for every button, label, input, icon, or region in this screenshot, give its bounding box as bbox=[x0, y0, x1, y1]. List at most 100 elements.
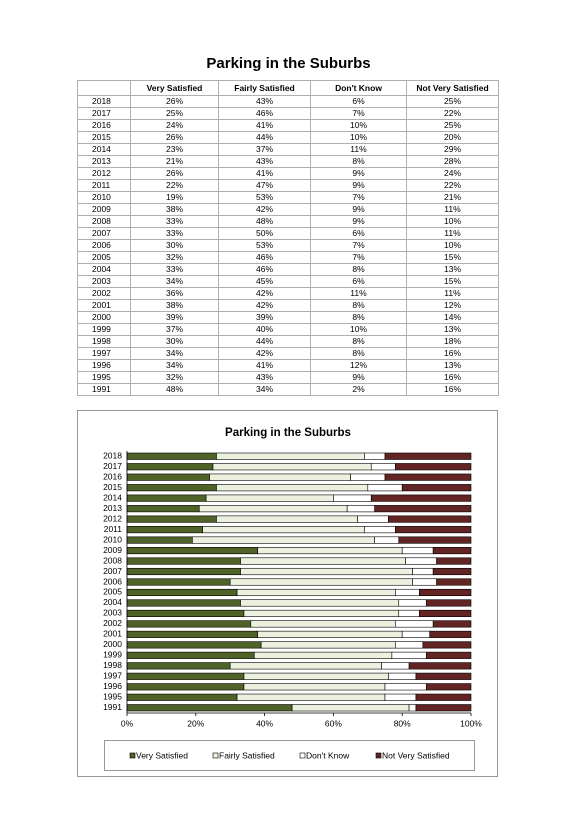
bar-segment bbox=[436, 578, 472, 586]
bar-segment bbox=[367, 484, 403, 492]
value-cell: 48% bbox=[130, 383, 219, 396]
value-cell: 22% bbox=[406, 107, 499, 120]
value-cell: 30% bbox=[130, 335, 219, 348]
document-title: Parking in the Suburbs bbox=[206, 55, 371, 72]
bar-segment bbox=[257, 547, 403, 555]
y-tick-label: 2005 bbox=[103, 587, 122, 597]
bar-segment bbox=[408, 662, 472, 670]
table-row: 2012 26% 41% 9% 24% bbox=[77, 167, 499, 180]
bar-segment bbox=[291, 704, 410, 712]
bar-segment bbox=[243, 672, 389, 680]
bar-segment bbox=[126, 547, 259, 555]
bar-segment bbox=[253, 651, 393, 659]
bar-segment bbox=[384, 683, 427, 691]
bar-segment bbox=[126, 683, 245, 691]
value-cell: 11% bbox=[406, 287, 499, 300]
year-cell: 2007 bbox=[77, 227, 131, 240]
y-tick-label: 2001 bbox=[103, 629, 122, 639]
table-row: 2002 36% 42% 11% 11% bbox=[77, 287, 499, 300]
y-tick-label: 1997 bbox=[103, 671, 122, 681]
value-cell: 28% bbox=[406, 155, 499, 168]
value-cell: 13% bbox=[406, 359, 499, 372]
bar-segment bbox=[202, 526, 365, 534]
y-tick-label: 2008 bbox=[103, 555, 122, 565]
value-cell: 25% bbox=[406, 119, 499, 132]
bar-segment bbox=[126, 641, 262, 649]
table-row: 2007 33% 50% 6% 11% bbox=[77, 227, 499, 240]
bar-segment bbox=[432, 620, 472, 628]
header-row: Very Satisfied Fairly Satisfied Don't Know… bbox=[77, 80, 499, 96]
y-tick-label: 1995 bbox=[103, 692, 122, 702]
value-cell: 13% bbox=[406, 323, 499, 336]
value-cell: 42% bbox=[218, 299, 311, 312]
value-cell: 41% bbox=[218, 359, 311, 372]
value-cell: 20% bbox=[406, 131, 499, 144]
y-tick-label: 2017 bbox=[103, 461, 122, 471]
value-cell: 15% bbox=[406, 251, 499, 264]
bar-segment bbox=[429, 630, 472, 638]
value-cell: 16% bbox=[406, 383, 499, 396]
value-cell: 37% bbox=[130, 323, 219, 336]
bar-segment bbox=[257, 630, 403, 638]
value-cell: 11% bbox=[310, 287, 407, 300]
value-cell: 33% bbox=[130, 215, 219, 228]
table-row: 2013 21% 43% 8% 28% bbox=[77, 155, 499, 168]
y-tick-label: 2014 bbox=[103, 492, 122, 502]
year-cell: 2001 bbox=[77, 299, 131, 312]
value-cell: 6% bbox=[310, 227, 407, 240]
value-cell: 14% bbox=[406, 311, 499, 324]
bar-segment bbox=[422, 641, 472, 649]
chart: Parking in the Suburbs 20182017201620152… bbox=[77, 410, 498, 777]
bar-segment bbox=[425, 651, 472, 659]
bar-segment bbox=[126, 662, 231, 670]
y-tick-label: 2015 bbox=[103, 482, 122, 492]
year-cell: 2018 bbox=[77, 95, 131, 108]
bar-segment bbox=[212, 463, 372, 471]
value-cell: 2% bbox=[310, 383, 407, 396]
legend-swatch bbox=[212, 752, 219, 759]
bar-segment bbox=[432, 547, 472, 555]
bar-segment bbox=[398, 536, 472, 544]
bar-segment bbox=[401, 484, 472, 492]
bar-segment bbox=[333, 494, 372, 502]
bar-segment bbox=[384, 693, 417, 701]
table-row: 2009 38% 42% 9% 11% bbox=[77, 203, 499, 216]
value-cell: 13% bbox=[406, 263, 499, 276]
bar-segment bbox=[419, 588, 472, 597]
bar-segment bbox=[243, 683, 386, 691]
year-cell: 2008 bbox=[77, 215, 131, 228]
value-cell: 21% bbox=[130, 155, 219, 168]
value-cell: 32% bbox=[130, 371, 219, 384]
value-cell: 22% bbox=[130, 179, 219, 192]
x-tick-label: 60% bbox=[325, 718, 342, 728]
value-cell: 8% bbox=[310, 299, 407, 312]
year-cell: 1998 bbox=[77, 335, 131, 348]
bar-segment bbox=[216, 484, 369, 492]
year-cell: 1996 bbox=[77, 359, 131, 372]
value-cell: 11% bbox=[406, 227, 499, 240]
header-cell: Not Very Satisfied bbox=[406, 80, 499, 96]
value-cell: 42% bbox=[218, 203, 311, 216]
table-row: 2000 39% 39% 8% 14% bbox=[77, 311, 499, 324]
y-tick-label: 2007 bbox=[103, 566, 122, 576]
value-cell: 18% bbox=[406, 335, 499, 348]
bar-segment bbox=[357, 515, 389, 523]
bar-segment bbox=[412, 578, 437, 586]
legend-swatch bbox=[375, 752, 382, 759]
table-row: 1995 32% 43% 9% 16% bbox=[77, 371, 499, 384]
value-cell: 30% bbox=[130, 239, 219, 252]
value-cell: 26% bbox=[130, 131, 219, 144]
value-cell: 10% bbox=[310, 131, 407, 144]
year-cell: 2009 bbox=[77, 203, 131, 216]
y-tick-label: 1999 bbox=[103, 650, 122, 660]
value-cell: 34% bbox=[130, 347, 219, 360]
value-cell: 38% bbox=[130, 203, 219, 216]
year-cell: 2012 bbox=[77, 167, 131, 180]
value-cell: 34% bbox=[130, 359, 219, 372]
bar-segment bbox=[126, 599, 241, 607]
chart-title: Parking in the Suburbs bbox=[225, 427, 351, 439]
bar-segment bbox=[126, 672, 245, 680]
value-cell: 25% bbox=[130, 107, 219, 120]
bar-segment bbox=[415, 704, 472, 712]
year-cell: 2016 bbox=[77, 119, 131, 132]
